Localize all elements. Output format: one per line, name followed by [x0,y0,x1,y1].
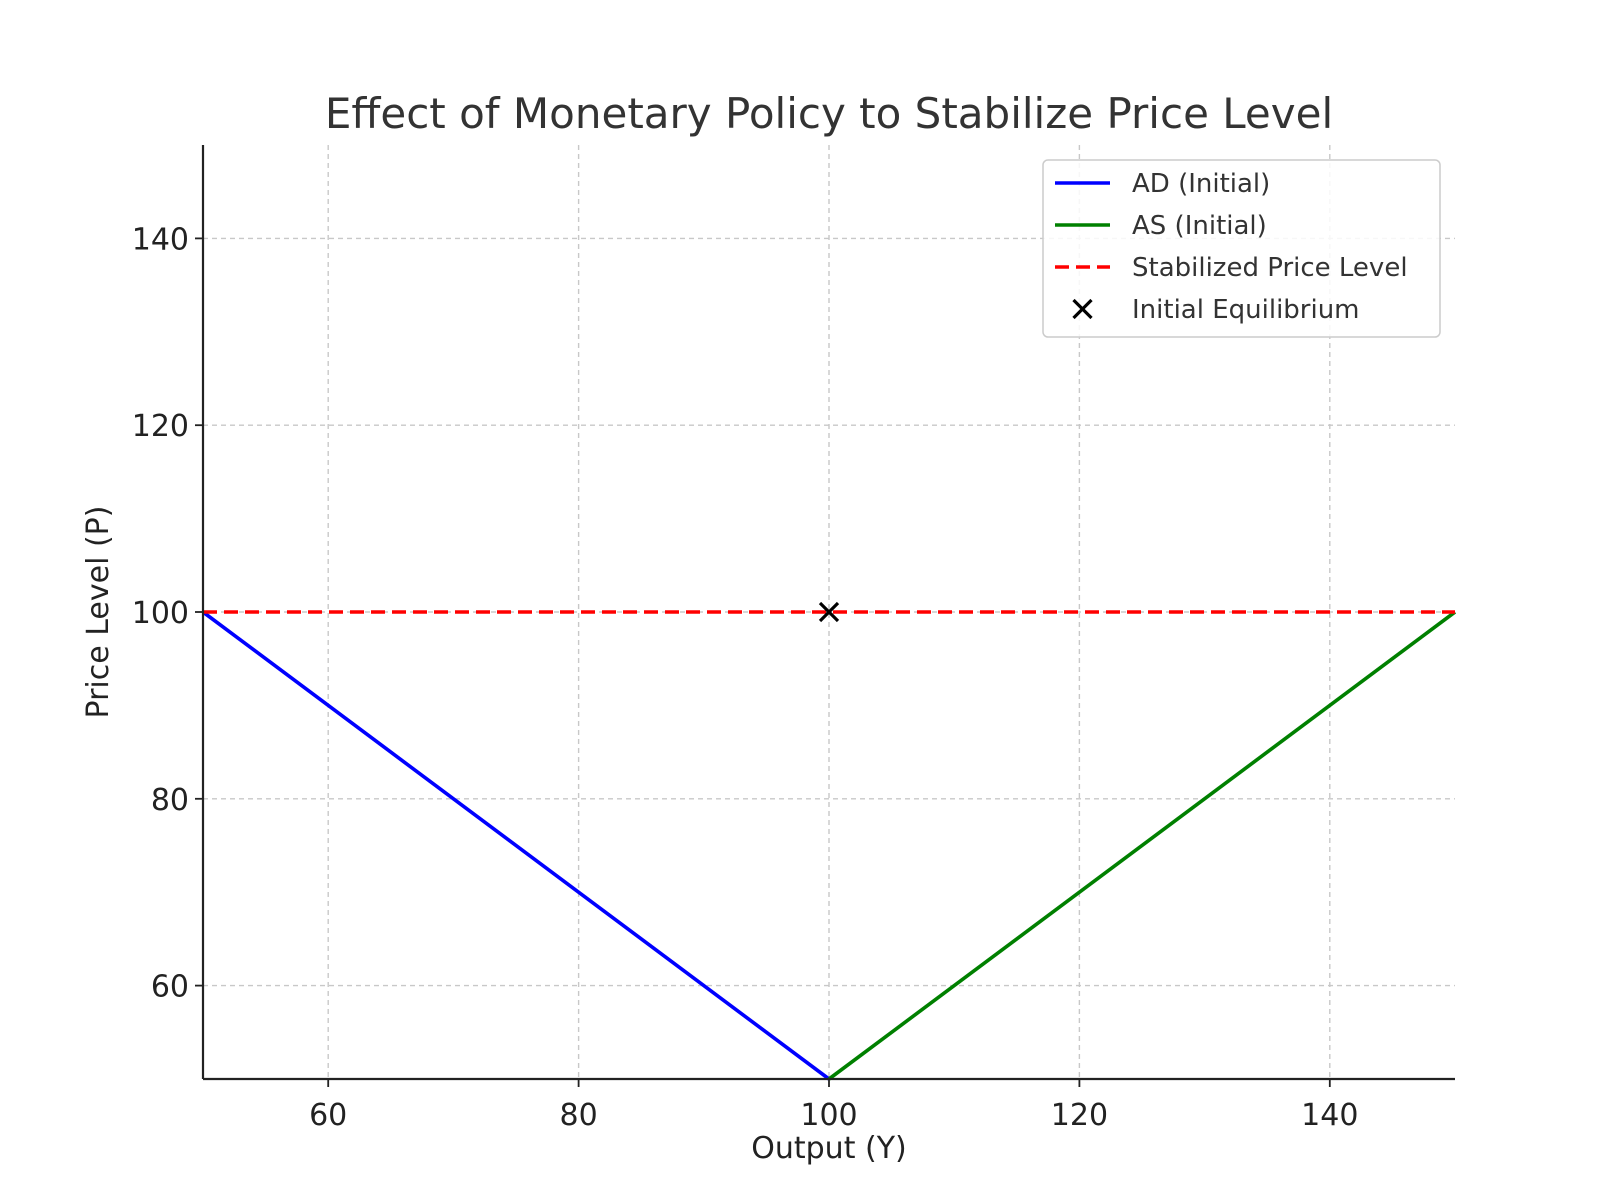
y-tick-label: 80 [151,783,189,818]
x-ticks: 60 80 100 120 140 [309,1079,1358,1133]
y-ticks: 60 80 100 120 140 [132,222,203,1005]
legend-label: AS (Initial) [1132,211,1267,241]
x-tick-label: 120 [1051,1098,1108,1133]
as-initial-line [827,610,1457,1081]
x-tick-label: 80 [560,1098,598,1133]
x-tick-label: 140 [1301,1098,1358,1133]
chart-title: Effect of Monetary Policy to Stabilize P… [325,89,1333,138]
x-tick-label: 100 [800,1098,857,1133]
x-axis-label: Output (Y) [751,1131,906,1166]
y-tick-label: 140 [132,222,189,257]
marker-stroke [1072,298,1093,320]
legend-label: Initial Equilibrium [1132,295,1360,325]
legend-entry: AD (Initial) [1055,169,1270,199]
legend-entry: Stabilized Price Level [1055,253,1408,283]
y-axis-label: Price Level (P) [81,506,116,719]
legend: AD (Initial) AS (Initial) Stabilized Price… [1042,159,1441,338]
initial-equilibrium-point [818,601,840,623]
legend-box [1042,159,1441,338]
y-tick-label: 120 [132,409,189,444]
legend-entry: AS (Initial) [1055,211,1267,241]
legend-label: Stabilized Price Level [1132,253,1408,283]
x-tick-label: 60 [309,1098,347,1133]
y-tick-label: 60 [151,970,189,1005]
marker-stroke [818,601,840,623]
legend-entry: Initial Equilibrium [1072,295,1360,325]
legend-swatch [1072,298,1093,320]
plot-series [201,601,1457,1081]
legend-label: AD (Initial) [1132,169,1270,199]
ad-initial-line [201,610,831,1081]
y-tick-label: 100 [132,596,189,631]
